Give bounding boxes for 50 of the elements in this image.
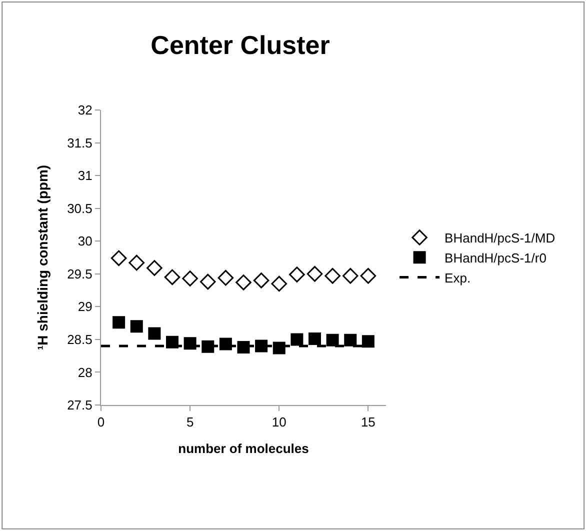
point [290, 333, 304, 346]
point [289, 266, 305, 282]
point [110, 250, 127, 266]
point [272, 342, 286, 354]
point [236, 274, 252, 290]
point [362, 335, 374, 348]
y-tick-label: 28.5 [67, 332, 92, 347]
point [253, 272, 270, 288]
legend-label: Exp. [444, 270, 471, 286]
chart-title: Center Cluster [150, 30, 330, 60]
y-tick-label: 28 [78, 364, 92, 380]
point [112, 316, 126, 329]
point [219, 338, 232, 350]
point [128, 254, 145, 271]
x-tick-label: 15 [360, 414, 376, 430]
point [360, 268, 376, 284]
point [166, 336, 178, 348]
point [130, 320, 143, 333]
y-tick-label: 31.5 [67, 135, 92, 150]
point [344, 334, 357, 346]
x-tick-label: 0 [97, 414, 105, 430]
x-tick-label: 5 [186, 414, 194, 430]
point [148, 327, 161, 340]
point [308, 332, 321, 346]
point [342, 268, 358, 284]
point [182, 270, 198, 286]
legend-label: BHandH/pcS-1/MD [444, 230, 556, 246]
legend-label: BHandH/pcS-1/r0 [444, 250, 546, 266]
x-tick-label: 10 [272, 414, 286, 430]
point [271, 276, 288, 292]
point [255, 340, 268, 352]
point [218, 270, 234, 286]
y-tick-label: 30 [78, 234, 92, 249]
y-tick-label: 30.5 [67, 200, 92, 216]
point [200, 274, 216, 290]
point [184, 337, 196, 350]
y-tick-label: 31 [78, 168, 92, 184]
point [164, 269, 180, 286]
y-tick-label: 27.5 [67, 398, 92, 413]
y-axis-title: ¹H shielding constant (ppm) [34, 164, 51, 350]
point [324, 268, 340, 284]
y-tick-label: 29.5 [67, 266, 92, 282]
point [202, 340, 214, 353]
point [237, 341, 250, 354]
y-tick-label: 29 [78, 299, 92, 314]
y-tick-label: 32 [78, 102, 92, 118]
point [146, 260, 162, 276]
point [326, 334, 339, 346]
point [306, 266, 323, 282]
x-axis-title: number of molecules [178, 441, 309, 456]
